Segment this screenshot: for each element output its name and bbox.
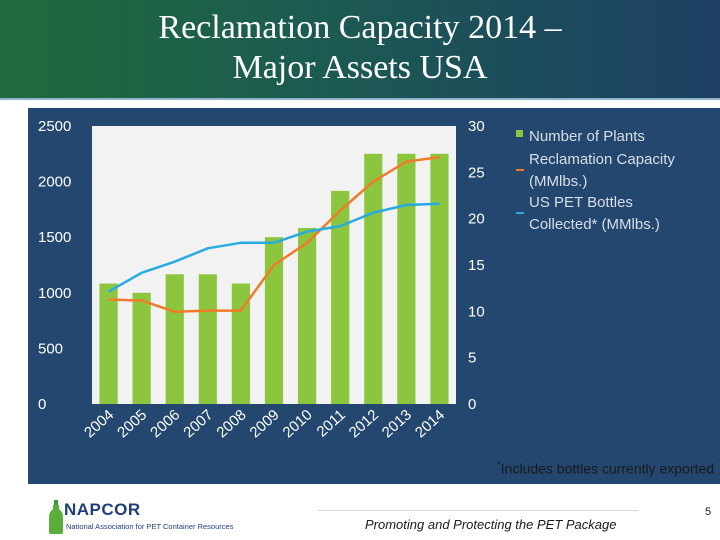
legend-capacity-label: Reclamation Capacity [529, 151, 675, 168]
bar-number-of-plants [132, 292, 151, 404]
x-axis-tick-label: 2006 [147, 406, 183, 441]
legend-capacity-label: (MMlbs.) [529, 173, 587, 190]
bar-number-of-plants [297, 227, 317, 404]
legend-collected-label: Collected* (MMlbs.) [529, 216, 660, 233]
bar-number-of-plants [165, 274, 184, 404]
title-line-1: Reclamation Capacity 2014 – [158, 9, 562, 46]
left-axis-tick-label: 2000 [38, 174, 71, 191]
x-axis-tick-label: 2013 [379, 406, 415, 441]
napcor-logo: NAPCOR National Association for PET Cont… [48, 500, 248, 534]
title-bar: Reclamation Capacity 2014 – Major Assets… [0, 0, 720, 100]
left-axis-tick-label: 2500 [38, 118, 71, 135]
right-axis-tick-label: 20 [468, 211, 485, 228]
left-axis-tick-label: 0 [38, 396, 46, 413]
left-axis-tick-label: 500 [38, 340, 63, 357]
x-axis-tick-label: 2014 [412, 406, 448, 441]
line-bottles-collected [107, 202, 440, 293]
slide-title: Reclamation Capacity 2014 – Major Assets… [0, 8, 720, 88]
tagline: Promoting and Protecting the PET Package [365, 517, 617, 532]
x-axis-tick-label: 2011 [314, 406, 349, 440]
x-axis-tick-label: 2010 [280, 406, 316, 441]
right-axis-tick-label: 5 [468, 350, 476, 367]
page-number: 5 [705, 506, 712, 518]
bar-number-of-plants [99, 283, 118, 404]
x-axis-tick-label: 2005 [114, 406, 150, 441]
bar-number-of-plants [397, 153, 416, 404]
legend-collected-label: US PET Bottles [529, 194, 633, 211]
x-axis-tick-label: 2007 [180, 406, 216, 441]
line-reclamation-capacity [108, 155, 440, 313]
chart-panel: 0 500 1000 1500 2000 2500 0 5 10 15 20 25 30 2004 2005… [28, 108, 720, 484]
x-axis-tick-label: 2004 [81, 406, 117, 441]
right-axis-tick-label: 0 [468, 396, 476, 413]
right-axis-tick-label: 30 [468, 118, 485, 135]
x-axis-tick-label: 2008 [213, 406, 249, 441]
left-axis-tick-label: 1500 [38, 229, 71, 246]
bar-number-of-plants [198, 274, 217, 404]
footnote: *Includes bottles currently exported [497, 460, 714, 477]
combo-chart: 0 500 1000 1500 2000 2500 0 5 10 15 20 25 30 20042005… [38, 118, 675, 441]
right-axis-tick-label: 15 [468, 257, 485, 274]
bar-number-of-plants [231, 283, 251, 404]
legend-label-plants: Number of Plants [529, 128, 645, 145]
bar-number-of-plants [364, 153, 383, 404]
right-axis-tick-label: 25 [468, 164, 485, 181]
footer: NAPCOR National Association for PET Cont… [0, 486, 720, 540]
legend-marker-plants [516, 130, 523, 137]
logo-name: NAPCOR [64, 500, 141, 519]
footer-divider [318, 510, 638, 511]
footnote-marker: * [497, 460, 501, 470]
logo-subtitle: National Association for PET Container R… [66, 522, 234, 531]
title-line-2: Major Assets USA [232, 49, 488, 86]
right-axis-tick-label: 10 [468, 303, 485, 320]
left-axis-tick-label: 1000 [38, 285, 71, 302]
x-axis-tick-label: 2012 [346, 406, 382, 441]
bar-number-of-plants [331, 190, 350, 404]
bottle-icon [49, 500, 63, 534]
bar-number-of-plants [264, 237, 284, 404]
bar-number-of-plants [430, 153, 449, 404]
x-axis-tick-label: 2009 [246, 406, 282, 441]
footnote-text: Includes bottles currently exported [500, 460, 714, 477]
